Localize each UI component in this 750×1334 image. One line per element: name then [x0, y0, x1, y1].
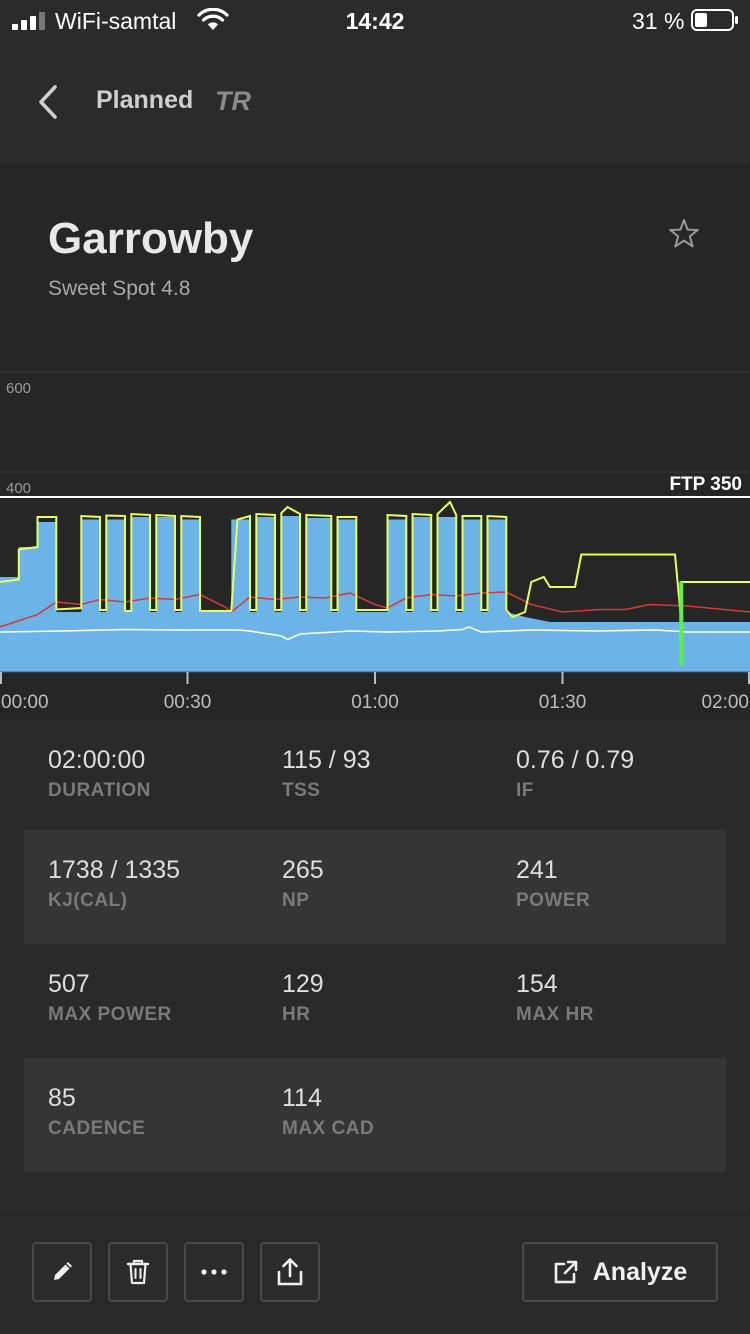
stat-value: 1738 / 1335	[48, 856, 181, 884]
stat-label: MAX CAD	[282, 1118, 375, 1139]
clock: 14:42	[345, 8, 405, 34]
more-button[interactable]	[184, 1242, 244, 1302]
stat-cadence: 85 CADENCE	[48, 1084, 278, 1140]
battery-percent: 31 %	[632, 8, 685, 34]
stat-label: MAX HR	[516, 1004, 594, 1025]
stat-value: 154	[516, 970, 558, 998]
stat-value: 02:00:00	[48, 746, 146, 774]
svg-text:TR: TR	[215, 86, 251, 116]
stats-panel: 02:00:00 DURATION 115 / 93 TSS 0.76 / 0.…	[0, 720, 750, 1210]
stat-value: 114	[282, 1084, 322, 1112]
stat-label: NP	[282, 890, 310, 911]
current-position-marker	[679, 582, 684, 666]
stat-value: 507	[48, 970, 90, 998]
power-line	[0, 500, 750, 623]
stat-label: MAX POWER	[48, 1004, 172, 1025]
trash-icon	[126, 1259, 150, 1285]
stat-label: CADENCE	[48, 1118, 146, 1139]
stat-power: 241 POWER	[516, 856, 746, 912]
stat-max-cad: 114 MAX CAD	[282, 1084, 512, 1140]
stats-row: 1738 / 1335 KJ(CAL) 265 NP 241 POWER	[24, 830, 726, 944]
stat-value: 85	[48, 1084, 76, 1112]
workout-chart[interactable]: FTP 350 600 400 00:00 00:30 01:00 01:30 02:00	[0, 370, 750, 720]
power-chart: FTP 350 600 400 00:00 00:30 01:00 01:30 02:00	[0, 371, 750, 713]
external-link-icon	[554, 1260, 578, 1284]
share-button[interactable]	[260, 1242, 320, 1302]
stat-label: KJ(CAL)	[48, 890, 128, 911]
signal-icon	[12, 12, 45, 30]
wifi-icon	[197, 8, 229, 30]
edit-button[interactable]	[32, 1242, 92, 1302]
delete-button[interactable]	[108, 1242, 168, 1302]
analyze-button[interactable]: Analyze	[522, 1242, 718, 1302]
pencil-icon	[54, 1262, 72, 1280]
stat-label: HR	[282, 1004, 311, 1025]
chevron-left-icon	[39, 85, 57, 119]
workout-name: Garrowby	[48, 214, 254, 263]
y-tick-label: 400	[6, 480, 31, 497]
more-dots-icon	[201, 1269, 227, 1275]
share-icon	[277, 1258, 303, 1286]
x-tick-label: 00:00	[1, 692, 49, 713]
stat-label: IF	[516, 780, 534, 801]
stat-if: 0.76 / 0.79 IF	[516, 746, 746, 802]
stat-tss: 115 / 93 TSS	[282, 746, 512, 802]
target-power-area	[0, 516, 750, 672]
bottom-toolbar: Analyze	[0, 1210, 750, 1334]
stat-max-hr: 154 MAX HR	[516, 970, 746, 1026]
x-tick-label: 02:00	[701, 692, 749, 713]
workout-subtitle: Sweet Spot 4.8	[48, 277, 191, 300]
workout-summary: Garrowby Sweet Spot 4.8	[0, 164, 750, 370]
stat-hr: 129 HR	[282, 970, 512, 1026]
stat-value: 0.76 / 0.79	[516, 746, 635, 774]
ftp-label: FTP 350	[669, 474, 742, 495]
carrier-name: WiFi-samtal	[55, 8, 177, 34]
x-tick-label: 00:30	[164, 692, 212, 713]
stat-kj-cal: 1738 / 1335 KJ(CAL)	[48, 856, 278, 912]
favorite-star-icon[interactable]	[666, 216, 702, 252]
back-button[interactable]	[28, 82, 68, 122]
stat-value: 115 / 93	[282, 746, 371, 774]
stat-value: 265	[282, 856, 324, 884]
stat-label: POWER	[516, 890, 591, 911]
stat-label: DURATION	[48, 780, 151, 801]
x-tick-label: 01:30	[539, 692, 587, 713]
stat-value: 129	[282, 970, 324, 998]
analyze-label: Analyze	[592, 1257, 688, 1286]
nav-header: Planned TR	[0, 42, 750, 164]
trainerroad-logo-icon: TR	[215, 86, 251, 116]
stat-max-power: 507 MAX POWER	[48, 970, 278, 1026]
cadence-line	[0, 626, 750, 641]
battery-icon	[691, 9, 738, 31]
stats-row: 02:00:00 DURATION 115 / 93 TSS 0.76 / 0.…	[24, 720, 726, 834]
stats-row: 507 MAX POWER 129 HR 154 MAX HR	[24, 944, 726, 1058]
stat-value: 241	[516, 856, 558, 884]
stat-np: 265 NP	[282, 856, 512, 912]
stat-label: TSS	[282, 780, 321, 801]
stats-row: 85 CADENCE 114 MAX CAD	[24, 1058, 726, 1172]
page-title: Planned	[96, 86, 194, 114]
y-tick-label: 600	[6, 380, 31, 397]
x-tick-label: 01:00	[351, 692, 399, 713]
status-bar: WiFi-samtal 14:42 31 %	[0, 0, 750, 42]
stat-duration: 02:00:00 DURATION	[48, 746, 278, 802]
